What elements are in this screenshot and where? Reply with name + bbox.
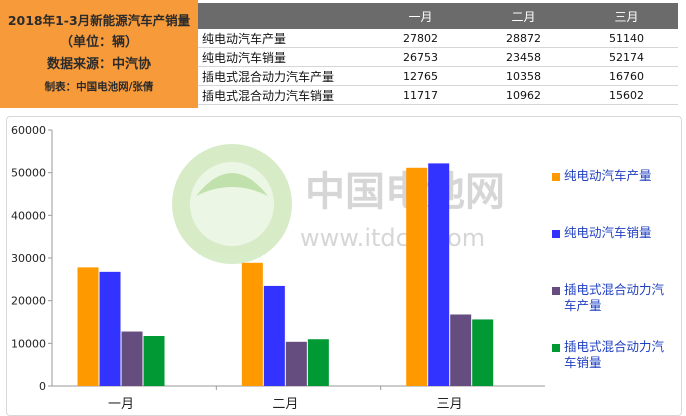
table-cell: 12765 [368,66,472,86]
table-header-row: 一月 二月 三月 [198,3,678,29]
legend-swatch [552,173,560,181]
table-cell: 27802 [368,29,472,48]
table-cell: 51140 [574,29,678,48]
legend-swatch [552,344,560,352]
legend-swatch [552,287,560,295]
watermark-text: 中国电池网 [305,169,505,215]
table-cell: 10962 [471,85,575,105]
legend-label: 插电式混合动力汽车产量 [564,282,665,313]
row-label: 纯电动汽车销量 [198,47,369,67]
y-tick-label: 30000 [11,252,46,265]
table-header-jan: 一月 [368,3,472,29]
info-box: 2018年1-3月新能源汽车产销量 （单位：辆） 数据来源：中汽协 制表：中国电… [0,0,198,108]
bar [406,167,428,386]
table-cell: 10358 [471,66,575,86]
legend-item: 纯电动汽车销量 [552,225,676,241]
table-cell: 11717 [368,85,472,105]
bar [428,163,450,386]
bar [285,341,307,386]
bar [263,285,285,386]
row-label: 纯电动汽车产量 [198,29,369,48]
y-tick-label: 60000 [11,124,46,137]
legend-item: 插电式混合动力汽车销量 [552,339,676,371]
table-cell: 23458 [471,47,575,67]
bar [77,267,99,386]
info-maker: 制表：中国电池网/张倩 [44,81,154,93]
watermark-url: www.itdcw.com [300,224,485,252]
bar [143,336,165,386]
legend-swatch [552,230,560,238]
y-tick-label: 50000 [11,167,46,180]
legend-label: 纯电动汽车销量 [564,225,652,240]
bar [450,314,472,386]
table-cell: 28872 [471,29,575,48]
info-source: 数据来源：中汽协 [46,57,151,72]
legend-item: 插电式混合动力汽车产量 [552,282,676,314]
table-row: 纯电动汽车产量 27802 28872 51140 [198,29,678,48]
y-tick-label: 20000 [11,295,46,308]
table-header-mar: 三月 [574,3,678,29]
legend: 纯电动汽车产量 纯电动汽车销量 插电式混合动力汽车产量 插电式混合动力汽车销量 [552,0,682,416]
table-cell: 15602 [574,85,678,105]
table-row: 插电式混合动力汽车销量 11717 10962 15602 [198,85,678,105]
watermark-logo-swoosh [196,173,268,196]
x-tick-label: 三月 [437,397,463,412]
table-header-feb: 二月 [471,3,575,29]
y-tick-label: 10000 [11,337,46,350]
summary-panel: 2018年1-3月新能源汽车产销量 （单位：辆） 数据来源：中汽协 制表：中国电… [0,0,686,108]
bar [472,319,494,386]
legend-item: 纯电动汽车产量 [552,168,676,184]
bars [77,163,494,386]
x-tick-label: 一月 [108,397,134,412]
y-tick-labels: 0 10000 20000 30000 40000 50000 60000 [11,124,46,393]
table-header-blank [198,3,369,29]
legend-label: 插电式混合动力汽车销量 [564,339,665,370]
table-cell: 26753 [368,47,472,67]
info-unit: （单位：辆） [59,35,138,50]
table-row: 插电式混合动力汽车产量 12765 10358 16760 [198,66,678,86]
x-tick-labels: 一月 二月 三月 [108,397,463,412]
legend-label: 纯电动汽车产量 [564,168,652,183]
watermark: 中国电池网 www.itdcw.com [172,144,505,264]
table-cell: 52174 [574,47,678,67]
data-table: 一月 二月 三月 纯电动汽车产量 27802 28872 51140 纯电动汽车… [198,3,678,105]
info-title: 2018年1-3月新能源汽车产销量 [7,13,191,28]
bar [121,331,143,386]
row-label: 插电式混合动力汽车产量 [198,66,369,86]
bar [307,339,329,386]
table-cell: 16760 [574,66,678,86]
x-tick-label: 二月 [272,397,298,412]
row-label: 插电式混合动力汽车销量 [198,85,369,105]
table-row: 纯电动汽车销量 26753 23458 52174 [198,47,678,67]
watermark-logo-icon [172,144,292,264]
bar [99,271,121,386]
y-tick-label: 0 [39,380,46,393]
bar [241,262,263,386]
y-tick-label: 40000 [11,209,46,222]
